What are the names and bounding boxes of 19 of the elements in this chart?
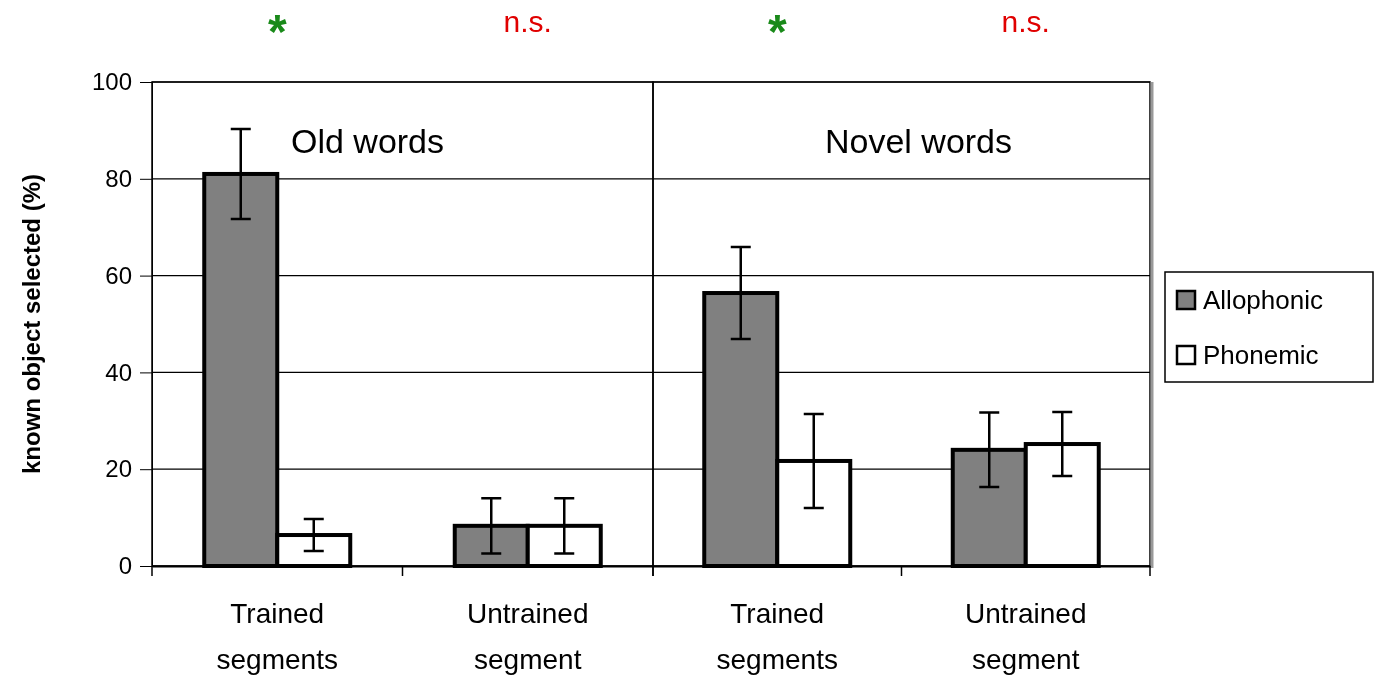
text: Old words bbox=[290, 122, 445, 160]
x-tick-label: Untrained segment bbox=[467, 598, 589, 675]
y-tick-label: 100 bbox=[91, 68, 132, 96]
text: n.s. bbox=[503, 5, 552, 38]
y-tick-label: 0 bbox=[118, 552, 132, 580]
y-tick-label: 20 bbox=[105, 455, 132, 483]
text: n.s. bbox=[1001, 5, 1050, 38]
y-tick-label: 80 bbox=[105, 164, 132, 192]
y-tick-label: 60 bbox=[105, 261, 132, 289]
x-tick-label: Trained segments bbox=[216, 598, 338, 675]
text: Novel words bbox=[824, 122, 1013, 160]
text: * bbox=[767, 5, 787, 58]
y-axis-title: known object selected (%) bbox=[18, 173, 45, 475]
legend-label: Phonemic bbox=[1203, 340, 1319, 370]
x-tick-label: Trained segments bbox=[716, 598, 838, 675]
legend-label: Allophonic bbox=[1203, 285, 1323, 315]
text: * bbox=[267, 5, 287, 58]
x-tick-label: Untrained segment bbox=[965, 598, 1087, 675]
y-tick-label: 40 bbox=[105, 358, 132, 386]
